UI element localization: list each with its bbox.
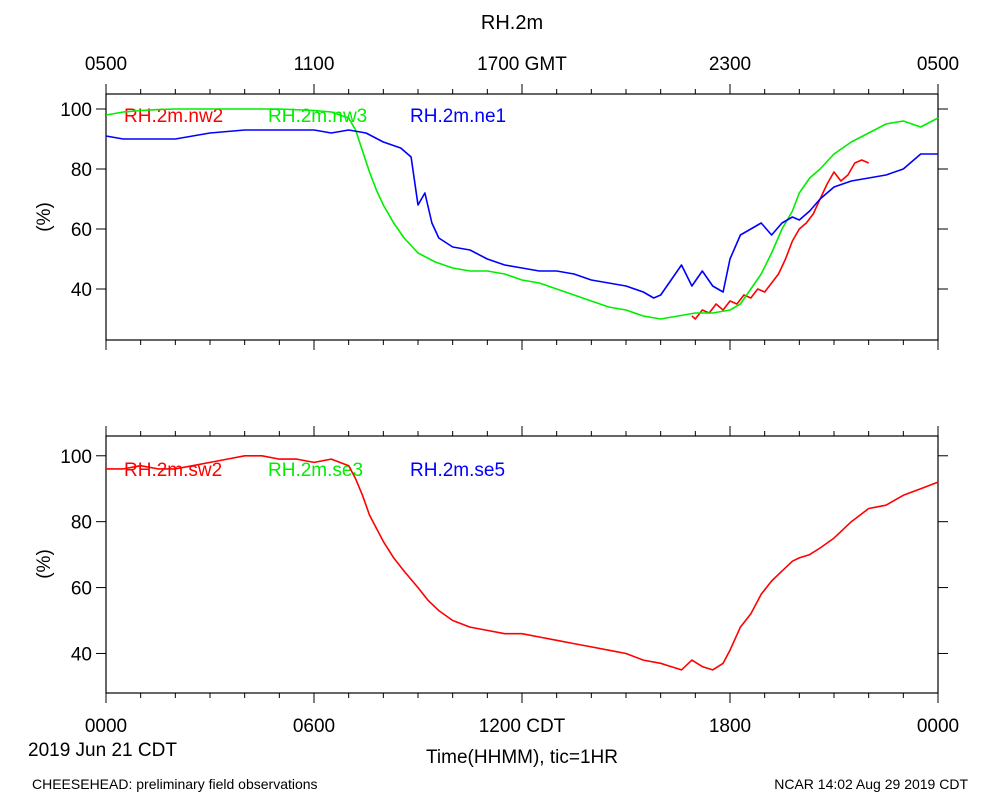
series-rh-2m-sw2 bbox=[106, 454, 939, 671]
gmt-tick-label-0: 0500 bbox=[85, 54, 127, 75]
legend-ne1: RH.2m.ne1 bbox=[410, 106, 506, 127]
top-y-tick-label-40: 40 bbox=[71, 280, 92, 301]
gmt-tick-label-4: 0500 bbox=[917, 54, 959, 75]
legend-nw2: RH.2m.nw2 bbox=[124, 106, 223, 127]
bottom-y-tick-label-80: 80 bbox=[71, 513, 92, 534]
figure-title: RH.2m bbox=[481, 12, 543, 34]
legend-se5: RH.2m.se5 bbox=[410, 460, 505, 481]
bottom-panel-frame bbox=[105, 435, 939, 694]
bottom-y-tick-label-100: 100 bbox=[60, 447, 92, 468]
series-rh-2m-nw3 bbox=[105, 108, 939, 320]
cdt-tick-label-1: 0600 bbox=[293, 716, 335, 737]
bottom-y-tick-label-40: 40 bbox=[71, 644, 92, 665]
gmt-tick-label-3: 2300 bbox=[709, 54, 751, 75]
footer-right: NCAR 14:02 Aug 29 2019 CDT bbox=[774, 776, 968, 792]
bottom-y-tick-label-60: 60 bbox=[71, 579, 92, 600]
legend-nw3: RH.2m.nw3 bbox=[268, 106, 367, 127]
series-rh-2m-ne1 bbox=[105, 129, 938, 299]
gmt-tick-label-1: 1100 bbox=[294, 54, 335, 75]
chart-marks: 40 60 80 100 40 60 80 100 bbox=[60, 84, 948, 703]
date-label: 2019 Jun 21 CDT bbox=[28, 740, 177, 761]
cdt-tick-label-3: 1800 bbox=[709, 716, 751, 737]
top-y-tick-label-80: 80 bbox=[71, 160, 92, 181]
top-y-tick-label-100: 100 bbox=[60, 100, 92, 121]
x-axis-label: Time(HHMM), tic=1HR bbox=[426, 747, 618, 768]
cdt-tick-label-0: 0000 bbox=[85, 716, 127, 737]
cdt-tick-label-2: 1200 CDT bbox=[479, 716, 566, 737]
series-rh-2m-nw2 bbox=[691, 159, 870, 320]
gmt-tick-label-2: 1700 GMT bbox=[477, 54, 567, 75]
top-y-tick-label-60: 60 bbox=[71, 220, 92, 241]
top-y-axis-label: (%) bbox=[34, 202, 55, 232]
bottom-y-axis-label: (%) bbox=[34, 549, 55, 579]
footer-left: CHEESEHEAD: preliminary field observatio… bbox=[32, 776, 318, 792]
legend-se3: RH.2m.se3 bbox=[268, 460, 363, 481]
cdt-tick-label-4: 0000 bbox=[917, 716, 959, 737]
